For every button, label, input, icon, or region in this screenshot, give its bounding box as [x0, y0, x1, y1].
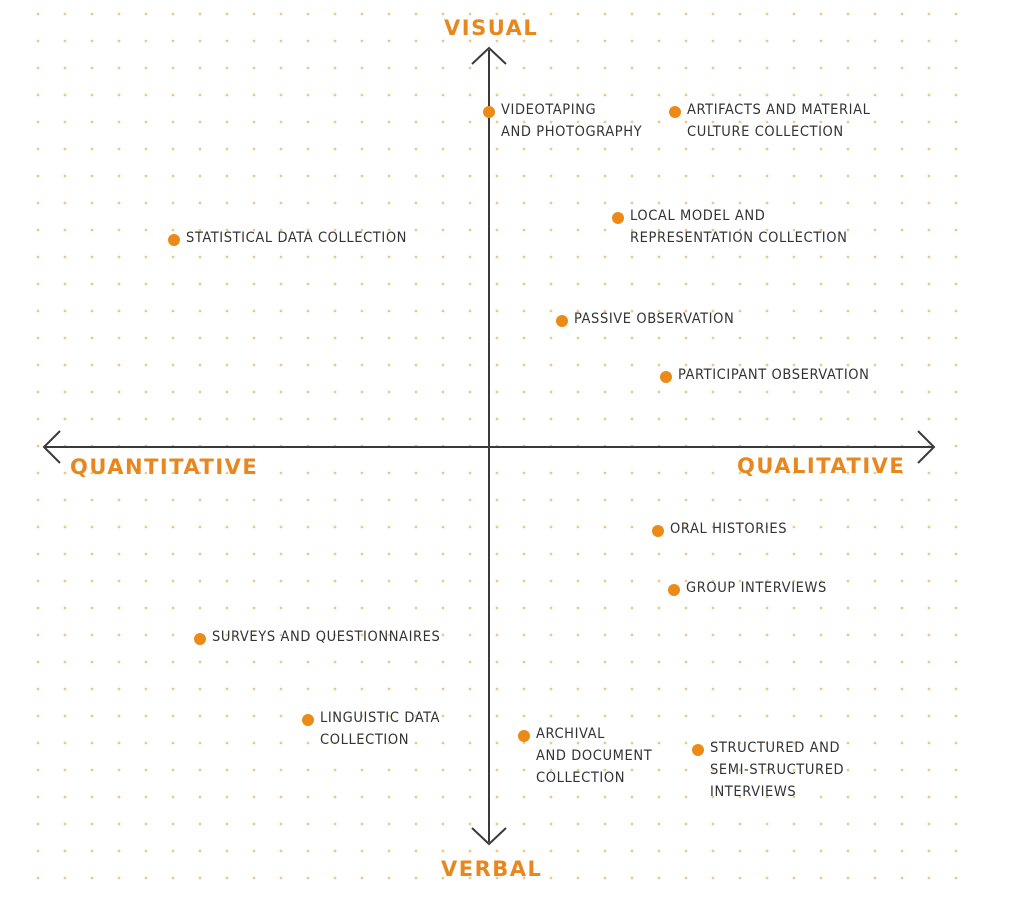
- method-label-line: PASSIVE OBSERVATION: [574, 311, 735, 327]
- method-dot: [652, 525, 664, 537]
- method-label-line: SEMI-STRUCTURED: [710, 762, 845, 778]
- method-label-line: SURVEYS AND QUESTIONNAIRES: [212, 629, 441, 645]
- method-label-line: STRUCTURED AND: [710, 740, 841, 756]
- method-dot: [660, 371, 672, 383]
- method-label-line: AND DOCUMENT: [536, 748, 653, 764]
- arrow-right-icon: [917, 430, 936, 464]
- method-label-line: ARTIFACTS AND MATERIAL: [687, 102, 871, 118]
- method-dot: [483, 106, 495, 118]
- method-label-line: GROUP INTERVIEWS: [686, 580, 827, 596]
- method-label: PASSIVE OBSERVATION: [574, 308, 734, 330]
- method-dot: [194, 633, 206, 645]
- method-label-line: COLLECTION: [320, 732, 410, 748]
- method-label: ARTIFACTS AND MATERIAL CULTURE COLLECTION: [687, 99, 871, 143]
- method-label: GROUP INTERVIEWS: [686, 577, 827, 599]
- method-label: ARCHIVAL AND DOCUMENT COLLECTION: [536, 723, 652, 789]
- method-label-line: STATISTICAL DATA COLLECTION: [186, 230, 408, 246]
- method-label-line: COLLECTION: [536, 770, 626, 786]
- method-dot: [669, 106, 681, 118]
- method-label: STATISTICAL DATA COLLECTION: [186, 227, 407, 249]
- method-label: ORAL HISTORIES: [670, 518, 787, 540]
- method-dot: [518, 730, 530, 742]
- arrow-up-icon: [471, 46, 507, 65]
- method-label: STRUCTURED AND SEMI-STRUCTURED INTERVIEWS: [710, 737, 844, 803]
- axis-label-quantitative: QUANTITATIVE: [70, 455, 259, 479]
- method-label: PARTICIPANT OBSERVATION: [678, 364, 870, 386]
- method-dot: [168, 234, 180, 246]
- axis-label-visual: VISUAL: [444, 16, 539, 40]
- arrow-left-icon: [42, 430, 61, 464]
- method-label-line: REPRESENTATION COLLECTION: [630, 230, 848, 246]
- method-label: LOCAL MODEL AND REPRESENTATION COLLECTION: [630, 205, 847, 249]
- method-label-line: LOCAL MODEL AND: [630, 208, 766, 224]
- method-label-line: AND PHOTOGRAPHY: [501, 124, 643, 140]
- axis-label-qualitative: QUALITATIVE: [737, 454, 906, 478]
- arrow-down-icon: [471, 827, 507, 846]
- method-dot: [692, 744, 704, 756]
- method-label-line: LINGUISTIC DATA: [320, 710, 441, 726]
- method-label: VIDEOTAPING AND PHOTOGRAPHY: [501, 99, 642, 143]
- method-label-line: CULTURE COLLECTION: [687, 124, 844, 140]
- method-dot: [302, 714, 314, 726]
- method-label-line: VIDEOTAPING: [501, 102, 597, 118]
- method-label-line: PARTICIPANT OBSERVATION: [678, 367, 870, 383]
- method-label: LINGUISTIC DATA COLLECTION: [320, 707, 440, 751]
- method-label-line: INTERVIEWS: [710, 784, 797, 800]
- method-label-line: ORAL HISTORIES: [670, 521, 788, 537]
- method-label-line: ARCHIVAL: [536, 726, 606, 742]
- method-dot: [668, 584, 680, 596]
- method-dot: [612, 212, 624, 224]
- method-dot: [556, 315, 568, 327]
- method-label: SURVEYS AND QUESTIONNAIRES: [212, 626, 440, 648]
- axis-label-verbal: VERBAL: [441, 857, 543, 881]
